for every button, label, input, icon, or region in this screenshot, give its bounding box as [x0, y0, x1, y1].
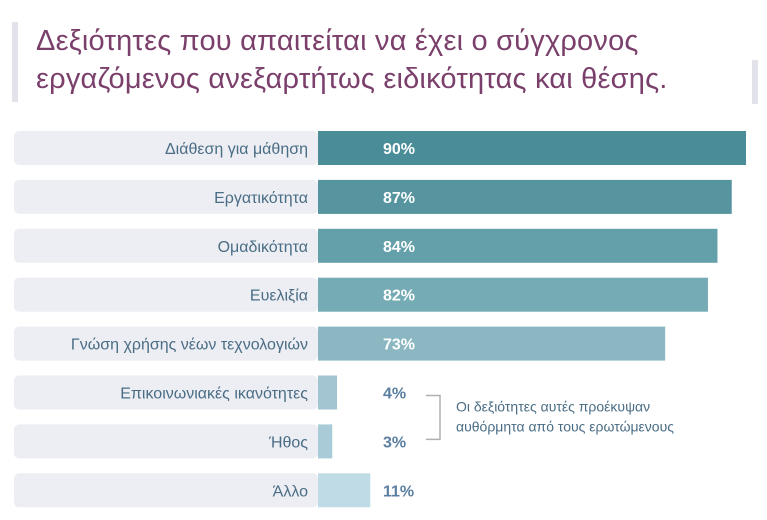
category-label: Ευελιξία: [250, 288, 308, 305]
value-label: 73%: [383, 337, 415, 354]
category-label: Ήθος: [268, 434, 308, 451]
row-background: [14, 179, 318, 214]
category-label: Διάθεση για μάθηση: [165, 141, 308, 158]
chart-title: Δεξιότητες που απαιτείται να έχει ο σύγχ…: [36, 22, 746, 98]
value-label: 3%: [383, 434, 406, 451]
category-label: Εργατικότητα: [214, 190, 308, 207]
row-background: [14, 424, 318, 459]
row-background: [14, 473, 318, 508]
annotation-bracket: [426, 394, 441, 441]
bar: [318, 131, 746, 165]
row-background: [14, 375, 318, 410]
value-label: 84%: [383, 239, 415, 256]
bar: [318, 326, 666, 361]
row-background: [14, 326, 318, 361]
bar: [318, 277, 708, 312]
bar: [318, 179, 732, 214]
category-label: Επικοινωνιακές ικανότητες: [120, 386, 308, 403]
row-background: [14, 228, 318, 263]
category-label: Ομαδικότητα: [218, 239, 308, 256]
row-background: [14, 277, 318, 312]
bar: [318, 424, 333, 459]
row-background: [14, 131, 318, 165]
bar: [318, 228, 718, 263]
title-accent-bar-right: [752, 60, 758, 104]
value-label: 82%: [383, 288, 415, 305]
value-label: 87%: [383, 190, 415, 207]
bar: [318, 473, 371, 508]
chart-title-line-1: Δεξιότητες που απαιτείται να έχει ο σύγχ…: [36, 25, 639, 57]
annotation-text-line-1: Οι δεξιότητες αυτές προέκυψαν: [456, 398, 650, 414]
title-accent-bar: [12, 22, 18, 102]
chart-title-line-2: εργαζόμενος ανεξαρτήτως ειδικότητας και …: [36, 63, 668, 95]
annotation-text-line-2: αυθόρμητα από τους ερωτώμενους: [456, 418, 674, 434]
value-label: 90%: [383, 141, 415, 158]
category-label: Άλλο: [273, 483, 308, 500]
value-label: 4%: [383, 386, 406, 403]
category-label: Γνώση χρήσης νέων τεχνολογιών: [71, 337, 308, 354]
value-label: 11%: [383, 483, 414, 500]
bar: [318, 375, 338, 410]
